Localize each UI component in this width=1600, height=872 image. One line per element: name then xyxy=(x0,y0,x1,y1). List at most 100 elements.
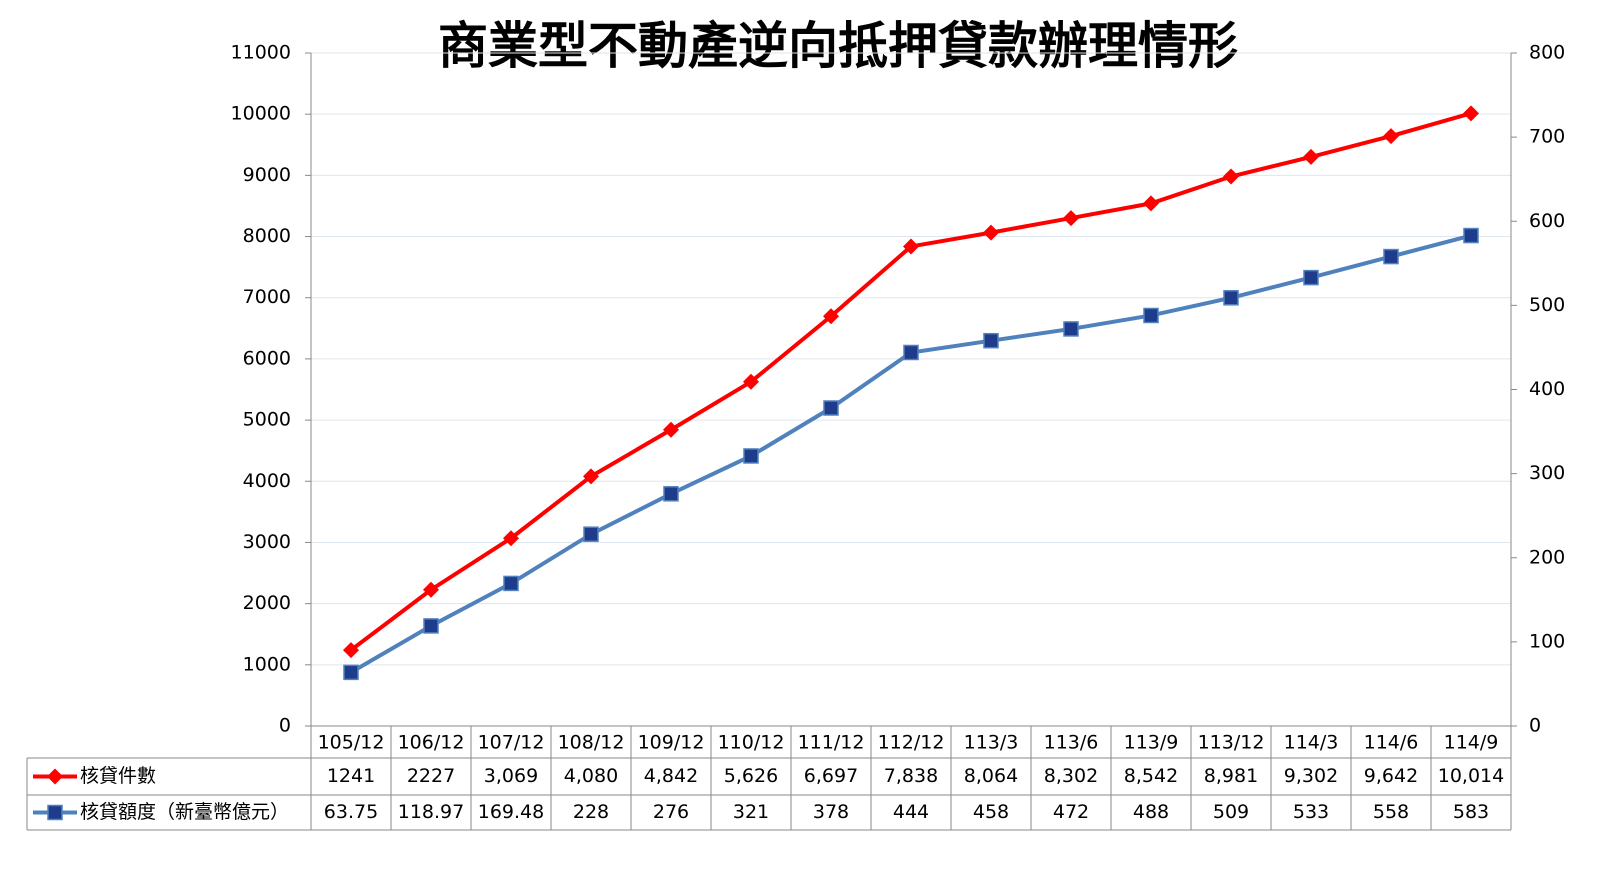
value-label: 63.75 xyxy=(324,801,378,823)
value-label: 4,080 xyxy=(564,765,618,787)
marker xyxy=(583,526,599,542)
x-tick-label: 114/3 xyxy=(1284,732,1339,754)
y2-tick-label: 800 xyxy=(1529,42,1565,64)
y2-tick-label: 0 xyxy=(1529,715,1541,737)
value-label: 3,069 xyxy=(484,765,538,787)
value-label: 276 xyxy=(653,801,689,823)
value-label: 321 xyxy=(733,801,769,823)
y-tick-label: 9000 xyxy=(243,164,291,186)
x-tick-label: 113/6 xyxy=(1044,732,1099,754)
x-tick-label: 113/9 xyxy=(1124,732,1179,754)
y-tick-label: 11000 xyxy=(231,42,291,64)
marker xyxy=(743,448,759,464)
marker xyxy=(663,486,679,502)
marker xyxy=(663,421,679,438)
x-tick-label: 112/12 xyxy=(878,732,945,754)
series-line xyxy=(349,233,1472,675)
marker xyxy=(1143,307,1159,324)
x-tick-label: 110/12 xyxy=(718,732,785,754)
value-label: 583 xyxy=(1453,801,1489,823)
y2-tick-label: 500 xyxy=(1529,294,1565,316)
marker xyxy=(1063,210,1079,227)
marker xyxy=(343,664,359,681)
y2-tick-label: 100 xyxy=(1529,630,1565,652)
marker xyxy=(903,344,919,361)
marker xyxy=(1143,195,1159,212)
value-label: 509 xyxy=(1213,801,1249,823)
x-tick-label: 107/12 xyxy=(478,732,545,754)
marker xyxy=(1223,290,1239,306)
y-tick-label: 5000 xyxy=(243,409,291,431)
y-tick-label: 1000 xyxy=(243,653,291,675)
y2-tick-label: 200 xyxy=(1529,546,1565,568)
x-tick-label: 105/12 xyxy=(318,732,385,754)
value-label: 444 xyxy=(893,801,929,823)
legend-label: 核貸額度（新臺幣億元） xyxy=(80,801,289,823)
y-tick-label: 8000 xyxy=(243,225,291,247)
marker xyxy=(343,642,359,659)
value-label: 8,302 xyxy=(1044,765,1098,787)
marker xyxy=(47,804,63,821)
marker xyxy=(1463,105,1479,122)
marker xyxy=(1303,269,1319,286)
value-label: 118.97 xyxy=(398,801,464,823)
marker xyxy=(1223,168,1239,185)
marker xyxy=(1383,128,1399,145)
value-label: 378 xyxy=(813,801,849,823)
value-label: 6,697 xyxy=(804,765,858,787)
value-label: 1241 xyxy=(327,765,375,787)
marker xyxy=(503,530,519,547)
marker xyxy=(903,238,919,255)
marker xyxy=(47,768,63,785)
marker xyxy=(823,308,839,325)
marker xyxy=(823,400,839,416)
y2-tick-label: 700 xyxy=(1529,126,1565,148)
value-label: 9,302 xyxy=(1284,765,1338,787)
value-label: 533 xyxy=(1293,801,1329,823)
marker xyxy=(983,332,999,349)
value-label: 8,981 xyxy=(1204,765,1258,787)
marker xyxy=(1463,227,1479,244)
x-tick-label: 108/12 xyxy=(558,732,625,754)
marker xyxy=(503,575,519,592)
value-label: 5,626 xyxy=(724,765,778,787)
legend-label: 核貸件數 xyxy=(80,765,156,787)
marker xyxy=(1303,148,1319,165)
x-tick-label: 109/12 xyxy=(638,732,705,754)
y-tick-label: 3000 xyxy=(243,531,291,553)
y-tick-label: 10000 xyxy=(231,103,291,125)
marker xyxy=(1383,248,1399,265)
x-tick-label: 106/12 xyxy=(398,732,465,754)
value-label: 458 xyxy=(973,801,1009,823)
x-tick-label: 113/12 xyxy=(1198,732,1265,754)
chart-title: 商業型不動產逆向抵押貸款辦理情形 xyxy=(438,16,1238,75)
value-label: 558 xyxy=(1373,801,1409,823)
x-tick-label: 114/6 xyxy=(1364,732,1419,754)
value-label: 169.48 xyxy=(478,801,544,823)
value-label: 4,842 xyxy=(644,765,698,787)
value-label: 7,838 xyxy=(884,765,938,787)
value-label: 228 xyxy=(573,801,609,823)
y2-tick-label: 600 xyxy=(1529,210,1565,232)
y2-tick-label: 400 xyxy=(1529,378,1565,400)
x-tick-label: 111/12 xyxy=(798,732,865,754)
marker xyxy=(423,618,439,634)
value-label: 488 xyxy=(1133,801,1169,823)
y-tick-label: 0 xyxy=(279,715,291,737)
value-label: 2227 xyxy=(407,765,455,787)
y-tick-label: 4000 xyxy=(243,470,291,492)
y2-tick-label: 300 xyxy=(1529,462,1565,484)
y-tick-label: 2000 xyxy=(243,592,291,614)
y-tick-label: 6000 xyxy=(243,347,291,369)
marker xyxy=(743,373,759,390)
x-tick-label: 113/3 xyxy=(964,732,1019,754)
x-tick-label: 114/9 xyxy=(1444,732,1499,754)
marker xyxy=(1063,321,1079,337)
marker xyxy=(583,468,599,485)
value-label: 10,014 xyxy=(1438,765,1504,787)
value-label: 8,542 xyxy=(1124,765,1178,787)
marker xyxy=(983,224,999,241)
series-line xyxy=(349,111,1472,652)
value-label: 9,642 xyxy=(1364,765,1418,787)
